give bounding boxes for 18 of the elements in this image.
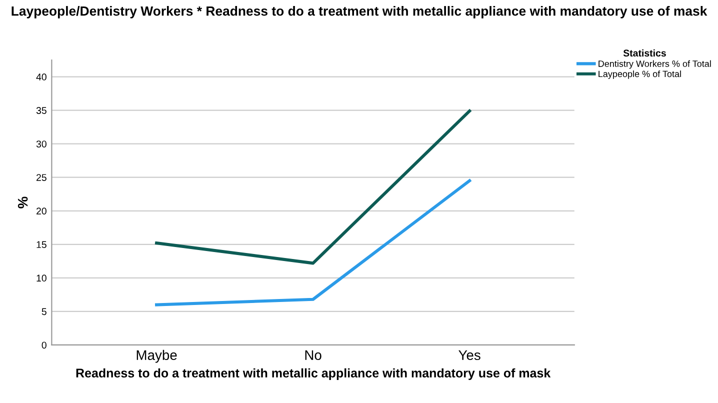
legend-label: Dentistry Workers % of Total — [598, 60, 711, 69]
x-axis-title: Readness to do a treatment with metallic appliance with mandatory use of mask — [76, 368, 551, 380]
x-tick-label: No — [305, 350, 322, 360]
legend-label: Laypeople % of Total — [598, 70, 681, 79]
legend-title: Statistics — [623, 49, 666, 57]
y-tick-label: 25 — [36, 174, 46, 181]
y-tick-label: 10 — [36, 274, 46, 282]
x-tick-label: Yes — [458, 350, 480, 360]
y-tick-label: 0 — [42, 342, 46, 349]
chart-title: Laypeople/Dentistry Workers * Readness to do a treatment with metallic appliance with mandatory use of mask — [12, 6, 708, 18]
y-tick-label: 40 — [36, 74, 46, 80]
y-tick-label: 15 — [36, 241, 46, 248]
y-tick-label: 30 — [36, 140, 46, 148]
y-axis-title: % — [18, 196, 28, 208]
x-tick-label: Maybe — [136, 350, 177, 363]
y-tick-label: 35 — [36, 107, 46, 114]
y-tick-label: 20 — [36, 208, 46, 215]
y-tick-label: 5 — [42, 308, 46, 316]
